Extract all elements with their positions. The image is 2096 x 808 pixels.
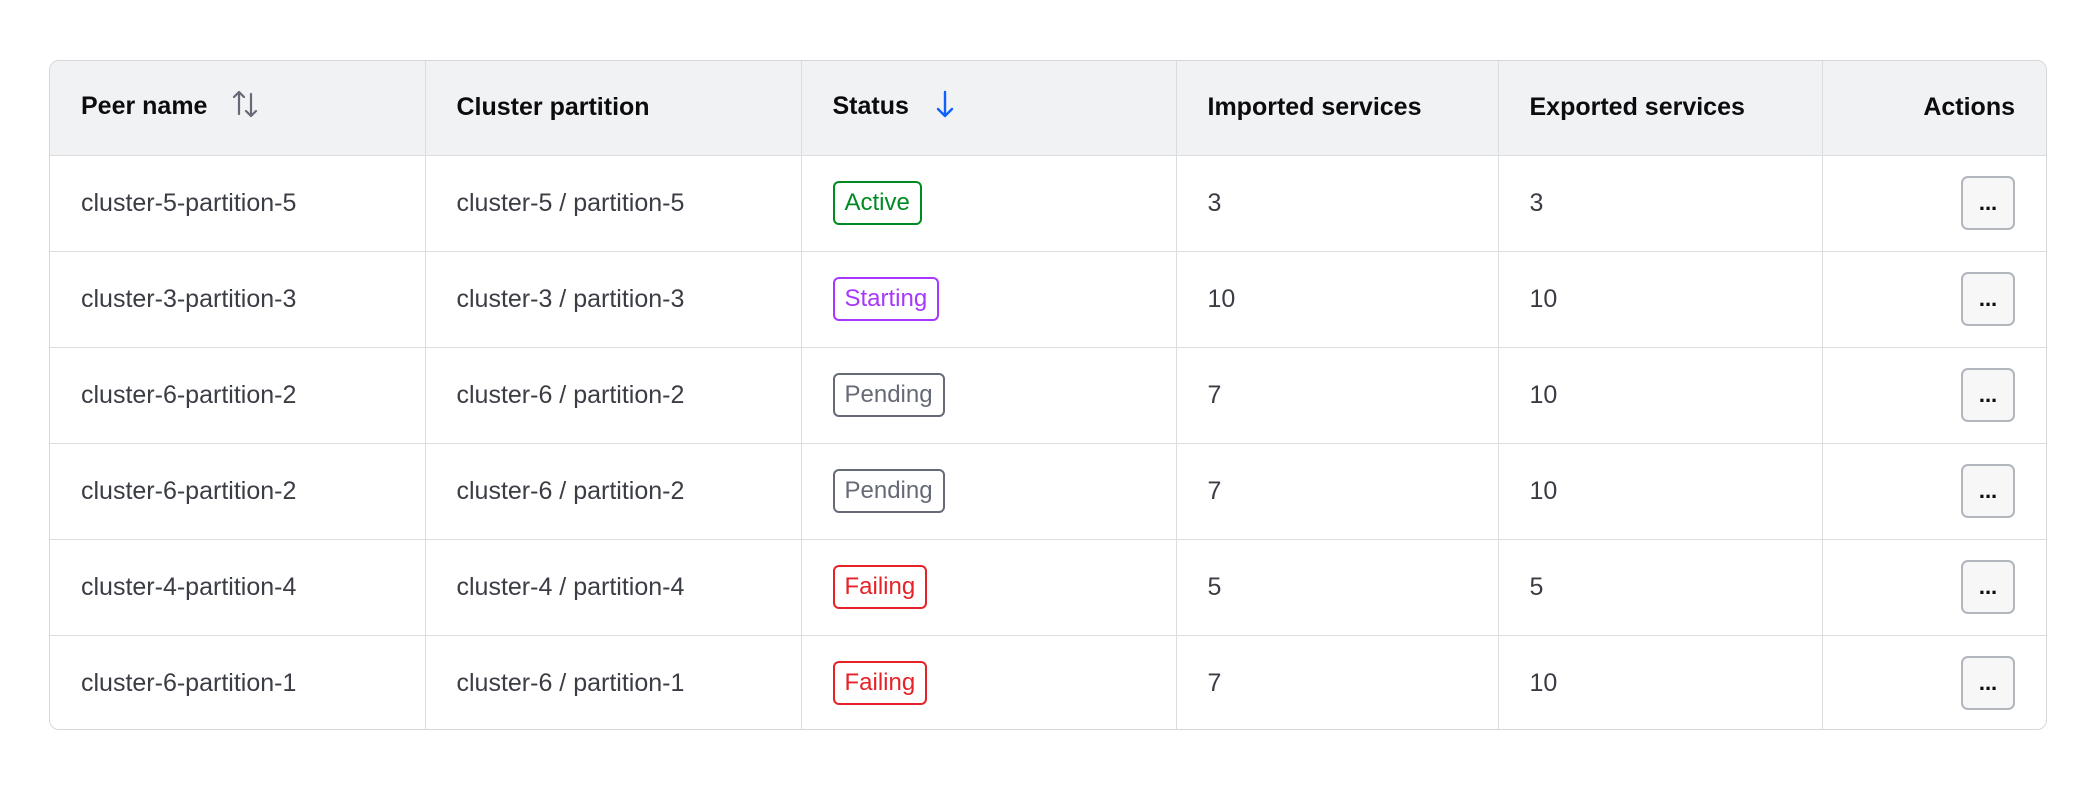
table-row: cluster-6-partition-1 cluster-6 / partiti… [50, 635, 2046, 729]
status-badge: Failing [832, 661, 928, 706]
header-imported-services: Imported services [1176, 61, 1499, 156]
more-actions-button[interactable]: ... [1961, 560, 2015, 614]
cell-exported-services: 10 [1498, 443, 1823, 540]
cell-imported-services: 10 [1176, 251, 1499, 348]
cell-peer-name: cluster-4-partition-4 [50, 539, 426, 636]
header-label: Peer name [81, 92, 208, 121]
cell-imported-services: 7 [1176, 635, 1499, 729]
header-exported-services: Exported services [1498, 61, 1823, 156]
cell-actions: ... [1822, 347, 2046, 444]
ellipsis-icon: ... [1978, 574, 1998, 599]
more-actions-button[interactable]: ... [1961, 272, 2015, 326]
header-peer-name[interactable]: Peer name [50, 61, 426, 156]
sort-descending-icon[interactable] [933, 88, 957, 127]
header-cluster-partition: Cluster partition [425, 61, 802, 156]
table-row: cluster-6-partition-2 cluster-6 / partiti… [50, 443, 2046, 540]
more-actions-button[interactable]: ... [1961, 176, 2015, 230]
cell-cluster-partition: cluster-4 / partition-4 [425, 539, 802, 636]
cell-status: Starting [801, 251, 1177, 348]
cell-status: Failing [801, 635, 1177, 729]
status-badge: Active [832, 181, 922, 225]
cell-actions: ... [1822, 443, 2046, 540]
status-badge: Pending [832, 469, 945, 513]
table-row: cluster-3-partition-3 cluster-3 / partiti… [50, 251, 2046, 348]
cell-peer-name: cluster-6-partition-2 [50, 443, 426, 540]
cell-status: Failing [801, 539, 1177, 636]
table-row: cluster-4-partition-4 cluster-4 / partiti… [50, 539, 2046, 636]
cell-actions: ... [1822, 635, 2046, 729]
cell-cluster-partition: cluster-6 / partition-2 [425, 347, 802, 444]
cell-exported-services: 10 [1498, 635, 1823, 729]
table-row: cluster-6-partition-2 cluster-6 / partiti… [50, 347, 2046, 444]
ellipsis-icon: ... [1978, 190, 1998, 215]
cell-status: Active [801, 155, 1177, 252]
header-actions: Actions [1822, 61, 2046, 156]
header-status[interactable]: Status [801, 61, 1177, 156]
table-row: cluster-5-partition-5 cluster-5 / partiti… [50, 155, 2046, 252]
ellipsis-icon: ... [1978, 382, 1998, 407]
cell-cluster-partition: cluster-3 / partition-3 [425, 251, 802, 348]
cell-imported-services: 3 [1176, 155, 1499, 252]
cell-exported-services: 3 [1498, 155, 1823, 252]
cell-cluster-partition: cluster-5 / partition-5 [425, 155, 802, 252]
ellipsis-icon: ... [1978, 670, 1998, 696]
cell-exported-services: 10 [1498, 347, 1823, 444]
table-header-row: Peer name Cluster partition Status Impor… [50, 61, 2046, 156]
cell-peer-name: cluster-6-partition-2 [50, 347, 426, 444]
cell-exported-services: 10 [1498, 251, 1823, 348]
cell-cluster-partition: cluster-6 / partition-1 [425, 635, 802, 729]
header-label: Status [832, 92, 909, 121]
cell-peer-name: cluster-3-partition-3 [50, 251, 426, 348]
more-actions-button[interactable]: ... [1961, 656, 2015, 711]
more-actions-button[interactable]: ... [1961, 464, 2015, 518]
status-badge: Failing [832, 565, 928, 609]
cell-actions: ... [1822, 251, 2046, 348]
cell-imported-services: 7 [1176, 443, 1499, 540]
cell-imported-services: 7 [1176, 347, 1499, 444]
ellipsis-icon: ... [1978, 286, 1998, 311]
cell-actions: ... [1822, 155, 2046, 252]
cell-status: Pending [801, 347, 1177, 444]
peers-table: Peer name Cluster partition Status Impor… [49, 60, 2047, 730]
cell-peer-name: cluster-5-partition-5 [50, 155, 426, 252]
ellipsis-icon: ... [1978, 478, 1998, 503]
cell-exported-services: 5 [1498, 539, 1823, 636]
cell-cluster-partition: cluster-6 / partition-2 [425, 443, 802, 540]
cell-imported-services: 5 [1176, 539, 1499, 636]
cell-actions: ... [1822, 539, 2046, 636]
more-actions-button[interactable]: ... [1961, 368, 2015, 422]
status-badge: Starting [832, 277, 940, 321]
status-badge: Pending [832, 373, 945, 417]
cell-status: Pending [801, 443, 1177, 540]
sort-unsorted-icon[interactable] [231, 88, 259, 127]
cell-peer-name: cluster-6-partition-1 [50, 635, 426, 729]
